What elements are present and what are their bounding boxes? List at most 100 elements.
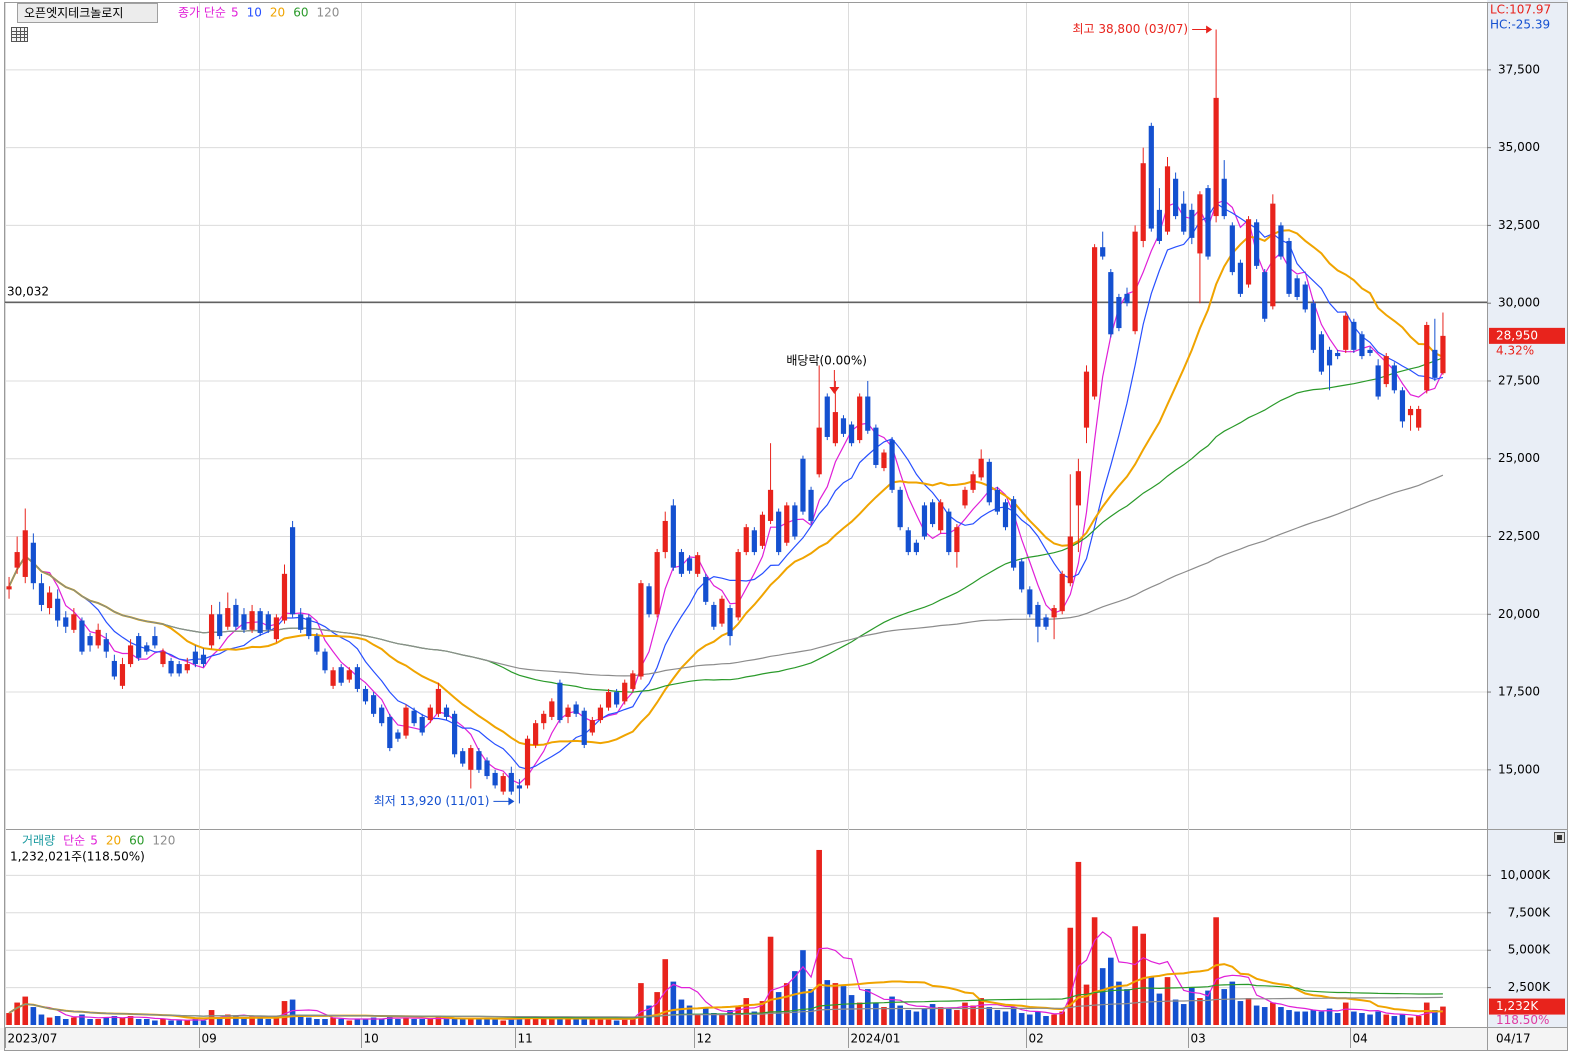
volume-bar (913, 1011, 920, 1025)
candle-body (427, 707, 433, 721)
bottom-axis-strip (0, 1028, 1568, 1050)
candle-body (208, 614, 215, 646)
last-volume-label: 1,232K (1496, 999, 1539, 1013)
candle-body (443, 707, 450, 717)
volume-bar (743, 998, 750, 1025)
volume-bar (451, 1017, 458, 1025)
candle-body (832, 412, 838, 444)
candle-body (638, 583, 644, 677)
volume-bar (881, 1007, 887, 1025)
candle-body (136, 636, 142, 658)
candle-body (881, 452, 887, 469)
candle-body (1181, 203, 1187, 232)
candle-body (63, 617, 69, 627)
y-tick-label: 10,000K (1500, 868, 1551, 882)
volume-bar (1002, 1011, 1009, 1025)
candle-body (524, 738, 531, 786)
candle-body (38, 583, 45, 605)
candle-body (1132, 231, 1138, 332)
candle-body (516, 785, 523, 789)
stock-name-tab[interactable] (17, 3, 158, 23)
candle-body (549, 701, 555, 717)
volume-bar (565, 1019, 571, 1025)
volume-bar (889, 996, 895, 1025)
candle-body (986, 461, 992, 503)
panel-menu-icon[interactable] (1554, 832, 1565, 843)
candle-body (1189, 209, 1195, 238)
volume-bar (621, 1019, 628, 1025)
volume-bar (1415, 1016, 1422, 1025)
y-tick-label: 25,000 (1498, 451, 1540, 465)
legend-period: 120 (316, 6, 339, 20)
candle-body (484, 760, 490, 777)
candle-body (1229, 225, 1235, 273)
x-tick-label: 2024/01 (851, 1032, 901, 1046)
volume-bar (1432, 1010, 1438, 1025)
volume-bar (127, 1016, 134, 1025)
candle-body (55, 598, 61, 621)
volume-bar (1108, 957, 1114, 1025)
volume-bar (1075, 861, 1082, 1025)
volume-bar (265, 1019, 272, 1025)
volume-bar (824, 980, 831, 1025)
volume-bar (1197, 998, 1203, 1025)
volume-bar (1294, 1011, 1300, 1025)
candle-body (1092, 247, 1098, 397)
volume-bar (711, 1013, 717, 1025)
candle-body (111, 660, 117, 677)
legend-period: 60 (293, 6, 308, 20)
candle-body (371, 695, 377, 714)
volume-bar (524, 1016, 531, 1025)
volume-bar (1391, 1016, 1398, 1025)
volume-bar (135, 1019, 142, 1025)
y-tick-label: 22,500 (1498, 529, 1540, 543)
volume-bar (419, 1019, 426, 1025)
volume-bar (1407, 1017, 1414, 1025)
candle-body (435, 688, 442, 714)
volume-bar (1253, 1005, 1260, 1025)
candle-body (176, 664, 182, 674)
volume-bar (192, 1019, 199, 1025)
volume-bar (1334, 1013, 1341, 1025)
candle-body (241, 614, 247, 630)
candle-body (119, 664, 126, 686)
volume-bar (816, 849, 822, 1025)
candle-body (160, 651, 166, 665)
table-icon[interactable] (11, 27, 28, 42)
candle-body (46, 592, 53, 609)
candle-body (1100, 247, 1106, 257)
volume-bar (1043, 1016, 1049, 1025)
candle-body (95, 629, 101, 646)
volume-bar (1245, 998, 1252, 1025)
volume-bar (249, 1016, 255, 1025)
volume-bar (986, 1007, 993, 1025)
candle-body (184, 664, 190, 671)
candle-body (678, 552, 685, 574)
candle-body (1035, 604, 1041, 627)
candle-body (662, 520, 668, 553)
candle-body (597, 707, 604, 721)
candle-body (289, 527, 296, 615)
candle-body (824, 396, 830, 437)
reference-label: 30,032 (7, 285, 49, 299)
x-tick-label: 2023/07 (8, 1032, 58, 1046)
candle-body (1148, 125, 1154, 229)
volume-bar (937, 1007, 944, 1025)
candle-body (127, 645, 134, 665)
volume-bar (1261, 1007, 1268, 1025)
volume-bar (1189, 987, 1195, 1025)
y-tick-label: 37,500 (1498, 62, 1540, 76)
volume-bar (1383, 1014, 1390, 1025)
candle-body (314, 636, 320, 652)
candle-body (614, 692, 620, 705)
x-tick-label: 11 (518, 1032, 533, 1046)
volume-bar (338, 1019, 344, 1025)
volume-bar (459, 1019, 466, 1025)
volume-bar (694, 1014, 701, 1025)
volume-bar (735, 1005, 741, 1025)
candle-body (1375, 365, 1381, 397)
candle-body (921, 505, 928, 537)
